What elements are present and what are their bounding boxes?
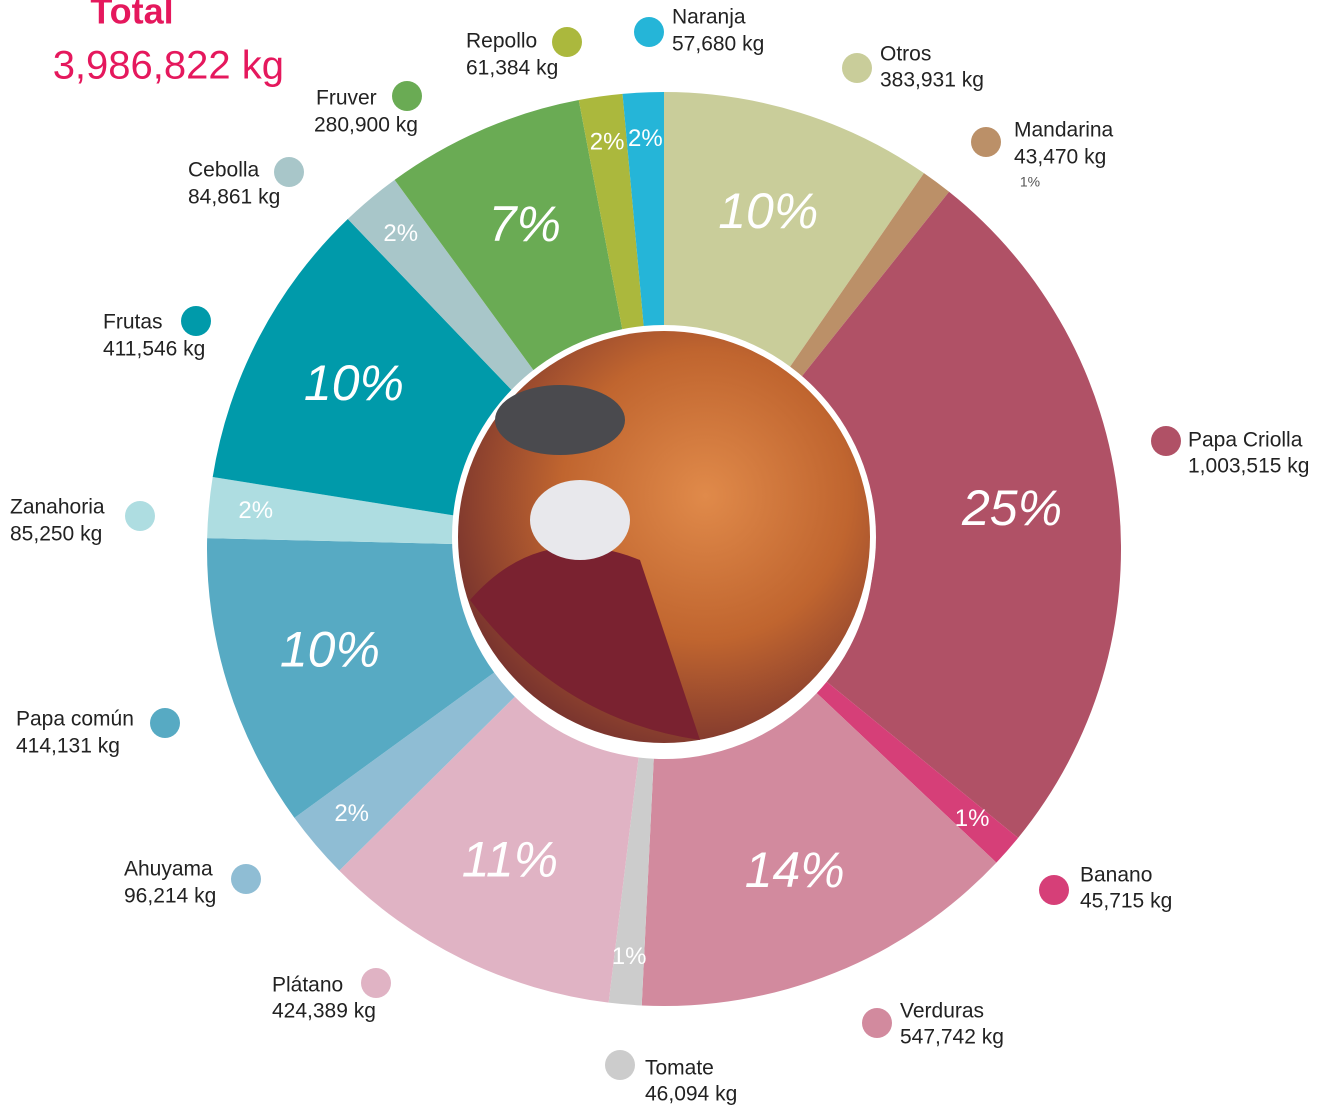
legend-dot	[842, 53, 872, 83]
value-label: 1,003,515 kg	[1188, 455, 1309, 478]
slice	[783, 173, 950, 385]
value-label: 84,861 kg	[188, 186, 280, 209]
percent-label: 10%	[304, 355, 404, 411]
legend-dot	[1039, 875, 1069, 905]
slice	[347, 179, 541, 398]
percent-label: 2%	[383, 220, 418, 247]
photo-cap	[495, 385, 625, 455]
legend-name: Papa Criolla	[1188, 429, 1303, 452]
legend-dot	[605, 1050, 635, 1080]
slice	[622, 92, 664, 340]
percent-label: 14%	[745, 842, 845, 898]
value-label: 57,680 kg	[672, 33, 764, 56]
slice	[578, 93, 645, 343]
legend-dot	[552, 27, 582, 57]
legend-name: Mandarina	[1014, 119, 1114, 142]
legend-name: Cebolla	[188, 159, 260, 182]
slice	[339, 696, 639, 1003]
legend-name: Ahuyama	[124, 858, 213, 881]
legend-name: Plátano	[272, 974, 343, 997]
slice	[608, 757, 654, 1006]
legend-dot	[392, 81, 422, 111]
value-label: 383,931 kg	[880, 69, 984, 92]
value-label: 45,715 kg	[1080, 890, 1172, 913]
slice	[794, 191, 1121, 838]
legend-dot	[634, 17, 664, 47]
slice	[212, 219, 519, 516]
percent-label: 2%	[334, 800, 369, 827]
legend-name: Zanahoria	[10, 496, 105, 519]
legend-name: Papa común	[16, 708, 134, 731]
legend-dot	[150, 708, 180, 738]
chart-title: Total	[90, 0, 173, 32]
legend-name: Tomate	[645, 1057, 714, 1080]
legend-name: Fruver	[316, 87, 377, 110]
legend-dot	[1151, 426, 1181, 456]
photo-figure	[470, 546, 700, 740]
slice	[394, 100, 625, 380]
percent-label: 25%	[961, 480, 1062, 536]
value-label: 414,131 kg	[16, 735, 120, 758]
slice	[816, 681, 1019, 863]
photo	[452, 325, 876, 749]
legend-dot	[274, 157, 304, 187]
value-label: 43,470 kg	[1014, 146, 1106, 169]
value-label: 547,742 kg	[900, 1026, 1004, 1049]
legend-dot	[231, 864, 261, 894]
slice	[294, 672, 515, 871]
percent-label: 11%	[462, 831, 558, 887]
slice	[207, 477, 457, 545]
percent-label: 1%	[612, 943, 647, 970]
legend-name: Verduras	[900, 1000, 984, 1023]
slice	[664, 92, 924, 377]
legend-dot	[361, 968, 391, 998]
value-label: 85,250 kg	[10, 523, 102, 546]
legend-name: Naranja	[672, 6, 746, 29]
value-label: 96,214 kg	[124, 885, 216, 908]
legend-name: Repollo	[466, 30, 537, 53]
legend-dot	[862, 1008, 892, 1038]
value-label: 46,094 kg	[645, 1083, 737, 1106]
chart-subtitle: 3,986,822 kg	[53, 44, 284, 88]
legend-dot	[971, 127, 1001, 157]
legend-dot	[125, 501, 155, 531]
slice	[207, 538, 495, 818]
legend-dot	[181, 306, 211, 336]
legend-name: Banano	[1080, 864, 1152, 887]
labels: 10% Otros 383,931 kg 1% Mandarina 43,470 kg 25…	[10, 6, 1309, 1106]
legend-name: Frutas	[103, 311, 163, 334]
percent-label: 7%	[489, 196, 561, 252]
slices	[207, 92, 1121, 1006]
percent-label: 2%	[590, 128, 625, 155]
legend-name: Otros	[880, 43, 931, 66]
percent-label: 2%	[628, 125, 663, 152]
value-label: 424,389 kg	[272, 1000, 376, 1023]
value-label: 61,384 kg	[466, 57, 558, 80]
percent-label: 10%	[718, 183, 818, 239]
photo-mask	[530, 480, 630, 560]
percent-label: 1%	[955, 805, 990, 832]
value-label: 280,900 kg	[314, 114, 418, 137]
percent-label: 2%	[238, 497, 273, 524]
percent-label: 1%	[1020, 174, 1040, 190]
percent-label: 10%	[280, 621, 380, 677]
slice	[641, 693, 997, 1006]
value-label: 411,546 kg	[103, 338, 205, 361]
